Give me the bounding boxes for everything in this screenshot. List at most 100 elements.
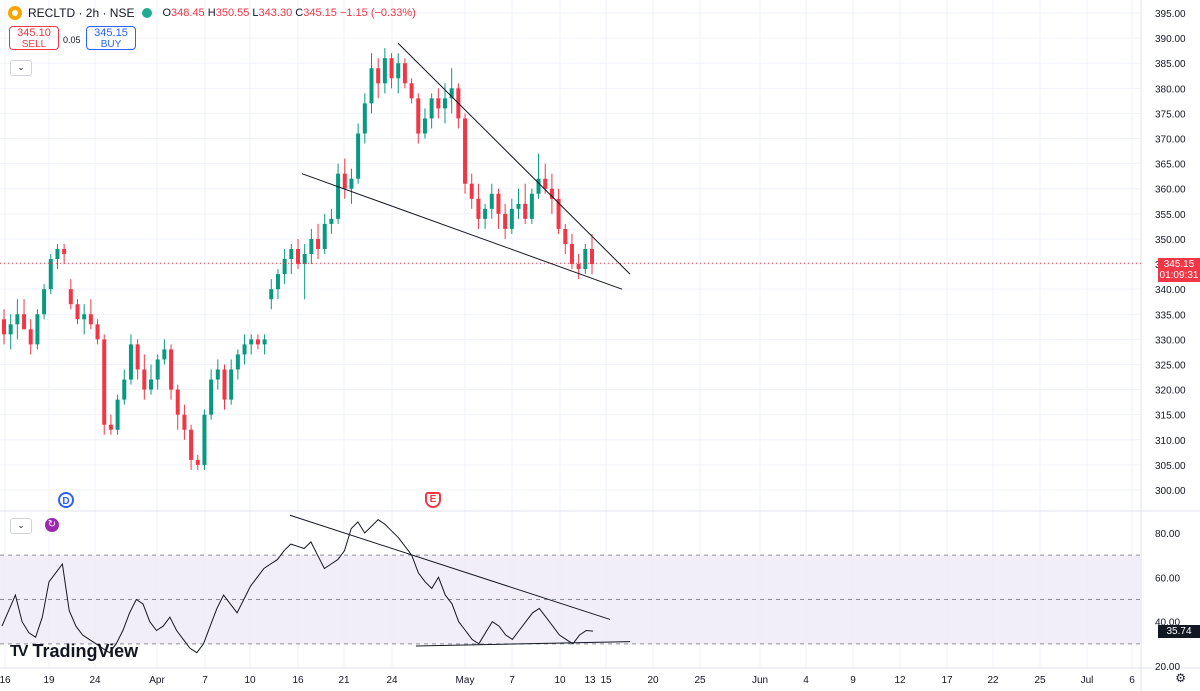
candle-body xyxy=(249,339,254,345)
symbol-logo-icon xyxy=(8,6,22,20)
price-axis-label: 390.00 xyxy=(1155,34,1186,45)
candle-body xyxy=(302,254,307,265)
candle-body xyxy=(235,354,240,370)
time-axis-label: 4 xyxy=(803,675,809,686)
time-axis-label: 16 xyxy=(292,675,304,686)
candle-body xyxy=(523,203,528,219)
tradingview-logo[interactable]: TV TradingView xyxy=(10,641,139,661)
trendline-lower xyxy=(301,173,623,290)
time-axis-label: 7 xyxy=(509,675,515,686)
candle-body xyxy=(149,379,153,390)
candle-body xyxy=(42,289,47,315)
candle-body xyxy=(382,58,387,84)
candle-body xyxy=(195,459,200,465)
time-axis-label: 22 xyxy=(987,675,999,686)
candle-body xyxy=(576,264,581,270)
candle-body xyxy=(182,414,187,430)
candle-body xyxy=(316,238,321,249)
candle-body xyxy=(463,118,468,184)
rsi-axis-label: 20.00 xyxy=(1155,662,1180,673)
time-axis-label: 25 xyxy=(1034,675,1046,686)
time-axis-label: Apr xyxy=(149,675,165,686)
rsi-line xyxy=(1,519,594,654)
candle-body xyxy=(142,369,147,390)
candle-body xyxy=(516,203,521,209)
candle-body xyxy=(356,133,361,179)
time-axis-label: 16 xyxy=(0,675,11,686)
candle-body xyxy=(376,68,381,84)
buy-button[interactable]: 345.15 BUY xyxy=(86,26,136,50)
price-axis-label: 355.00 xyxy=(1155,210,1186,221)
price-axis-label: 325.00 xyxy=(1155,360,1186,371)
candle-body xyxy=(209,379,214,415)
candle-body xyxy=(215,369,220,380)
candle-body xyxy=(82,314,87,320)
indicator-loading-icon: ↻ xyxy=(45,518,59,532)
tradingview-logo-icon: TV xyxy=(10,642,29,660)
candle-body xyxy=(322,223,327,249)
price-axis-label: 360.00 xyxy=(1155,185,1186,196)
candle-body xyxy=(309,238,314,255)
candle-body xyxy=(48,259,53,290)
candle-body xyxy=(229,369,234,400)
candle-body xyxy=(503,213,508,229)
sell-button[interactable]: 345.10 SELL xyxy=(9,26,59,50)
candle-body xyxy=(28,329,33,345)
candle-body xyxy=(329,218,334,224)
time-axis-label: 6 xyxy=(1129,675,1135,686)
time-axis-label: 15 xyxy=(600,675,612,686)
candle-body xyxy=(15,314,20,325)
time-axis-label: 20 xyxy=(647,675,659,686)
rsi-axis-label: 60.00 xyxy=(1155,573,1180,584)
symbol-header: RECLTD · 2h · NSE O348.45 H350.55 L343.3… xyxy=(8,6,416,20)
dividend-event-icon[interactable]: D xyxy=(58,492,74,508)
price-axis-label: 320.00 xyxy=(1155,386,1186,397)
candle-body xyxy=(22,314,27,330)
collapse-legend-button[interactable]: ⌄ xyxy=(10,60,32,76)
earnings-event-icon[interactable]: E xyxy=(425,492,441,508)
candle-body xyxy=(255,339,260,345)
change-value: −1.15 (−0.33%) xyxy=(339,7,416,19)
candle-body xyxy=(389,58,394,79)
candle-body xyxy=(543,178,548,189)
time-axis-label: 7 xyxy=(202,675,208,686)
candle-body xyxy=(496,193,501,214)
symbol-title[interactable]: RECLTD · 2h · NSE xyxy=(28,6,135,20)
candle-body xyxy=(556,198,561,229)
candle-body xyxy=(35,314,40,345)
candle-body xyxy=(175,389,180,415)
candle-body xyxy=(336,173,341,219)
candle-body xyxy=(242,344,247,355)
candle-body xyxy=(590,248,594,265)
candle-body xyxy=(95,324,100,340)
candle-body xyxy=(62,248,67,255)
candle-body xyxy=(409,83,414,99)
price-axis-label: 335.00 xyxy=(1155,310,1186,321)
spread-value: 0.05 xyxy=(63,35,81,45)
candle-body xyxy=(162,349,167,360)
candle-body xyxy=(362,103,367,134)
candle-body xyxy=(169,349,174,390)
time-axis-label: Jul xyxy=(1081,675,1094,686)
time-axis-label: 24 xyxy=(89,675,101,686)
candle-body xyxy=(222,369,227,400)
candle-body xyxy=(8,324,13,335)
candle-body xyxy=(269,289,274,300)
candle-body xyxy=(402,63,407,84)
rsi-axis-label: 80.00 xyxy=(1155,529,1180,540)
gear-icon[interactable]: ⚙ xyxy=(1175,671,1186,685)
candle-body xyxy=(115,399,120,430)
current-price-label: 345.15 01:09:31 xyxy=(1158,258,1200,282)
time-axis-label: 19 xyxy=(43,675,55,686)
candle-body xyxy=(189,429,194,460)
candle-body xyxy=(55,248,60,260)
candle-body xyxy=(122,379,127,400)
candle-body xyxy=(369,68,374,104)
candle-body xyxy=(416,98,421,134)
rsi-trendline-upper xyxy=(289,514,611,620)
candle-body xyxy=(469,183,474,199)
collapse-indicator-button[interactable]: ⌄ xyxy=(10,518,32,534)
candle-body xyxy=(563,228,568,244)
price-axis-label: 300.00 xyxy=(1155,486,1186,497)
